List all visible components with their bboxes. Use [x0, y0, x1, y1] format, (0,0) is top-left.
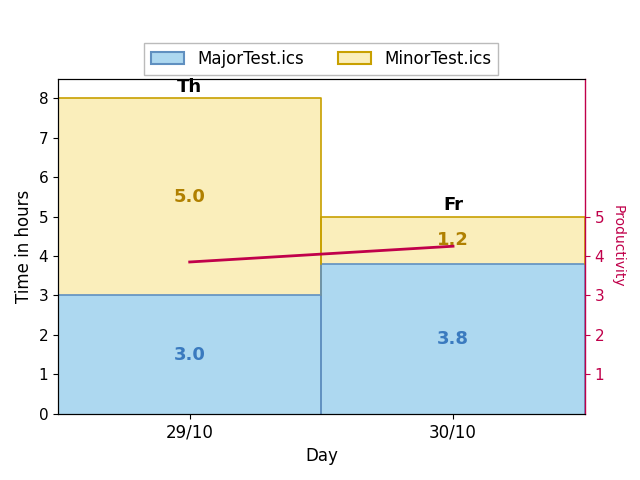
Text: 1.2: 1.2	[437, 231, 469, 249]
X-axis label: Day: Day	[305, 447, 338, 465]
Legend: MajorTest.ics, MinorTest.ics: MajorTest.ics, MinorTest.ics	[145, 44, 499, 75]
Text: 3.8: 3.8	[437, 330, 469, 348]
Y-axis label: Productivity: Productivity	[611, 205, 625, 288]
Text: 5.0: 5.0	[173, 188, 205, 206]
Text: Th: Th	[177, 78, 202, 96]
Text: Fr: Fr	[443, 196, 463, 214]
Y-axis label: Time in hours: Time in hours	[15, 190, 33, 303]
Text: 3.0: 3.0	[173, 346, 205, 364]
